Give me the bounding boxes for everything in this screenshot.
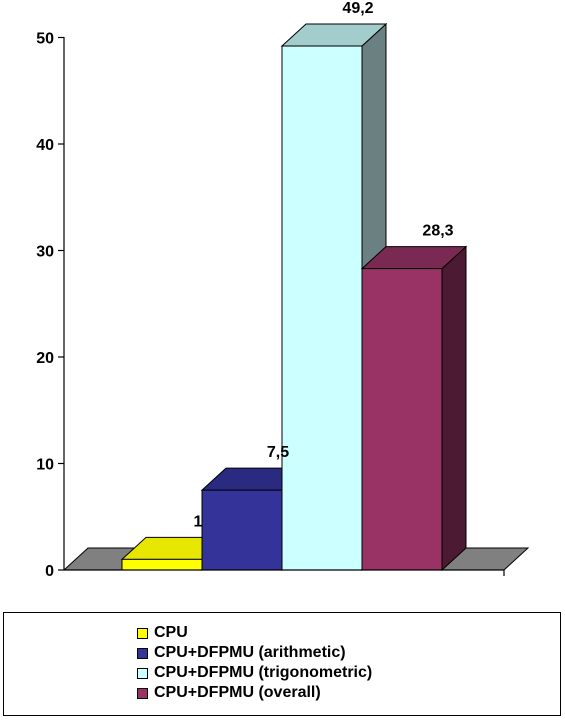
y-tick-label-0: 0: [45, 563, 54, 580]
bar-front-3: [361, 268, 443, 571]
legend-swatch-overall: [137, 687, 148, 699]
y-tick-label-10: 10: [36, 457, 54, 474]
legend-item-overall: CPU+DFPMU (overall): [137, 683, 372, 703]
data-labels: 1 7,5 49,2 28,3: [194, 0, 454, 530]
data-label-3: 28,3: [422, 223, 453, 240]
bar-front-0: [121, 558, 203, 571]
legend-label-trigonometric: CPU+DFPMU (trigonometric): [154, 664, 373, 681]
bar-front-1: [201, 489, 283, 571]
y-tick-label-40: 40: [36, 137, 54, 154]
y-tick-label-30: 30: [36, 244, 54, 261]
legend-item-arithmetic: CPU+DFPMU (arithmetic): [137, 643, 372, 663]
y-tick-label-50: 50: [36, 31, 54, 48]
bar-chart: 0 10 20 30 40 50 1 7,5 49,2 28,3: [36, 0, 530, 580]
legend-swatch-trigonometric: [137, 667, 148, 679]
legend: CPU CPU+DFPMU (arithmetic) CPU+DFPMU (tr…: [3, 612, 561, 716]
legend-item-cpu: CPU: [137, 623, 372, 643]
y-axis: 0 10 20 30 40 50: [36, 31, 65, 580]
legend-item-trigonometric: CPU+DFPMU (trigonometric): [137, 663, 372, 683]
data-label-1: 7,5: [267, 444, 289, 461]
bar-side-3: [441, 245, 467, 572]
legend-label-arithmetic: CPU+DFPMU (arithmetic): [154, 644, 346, 661]
legend-swatch-arithmetic: [137, 647, 148, 659]
legend-swatch-cpu: [137, 627, 148, 639]
y-tick-label-20: 20: [36, 350, 54, 367]
legend-label-cpu: CPU: [154, 624, 188, 641]
bars-group: [120, 22, 468, 572]
bar-3: [360, 245, 468, 572]
data-label-2: 49,2: [342, 0, 373, 17]
bar-front-2: [281, 45, 363, 571]
legend-list: CPU CPU+DFPMU (arithmetic) CPU+DFPMU (tr…: [137, 623, 372, 703]
legend-label-overall: CPU+DFPMU (overall): [154, 684, 321, 701]
data-label-0: 1: [194, 513, 203, 530]
